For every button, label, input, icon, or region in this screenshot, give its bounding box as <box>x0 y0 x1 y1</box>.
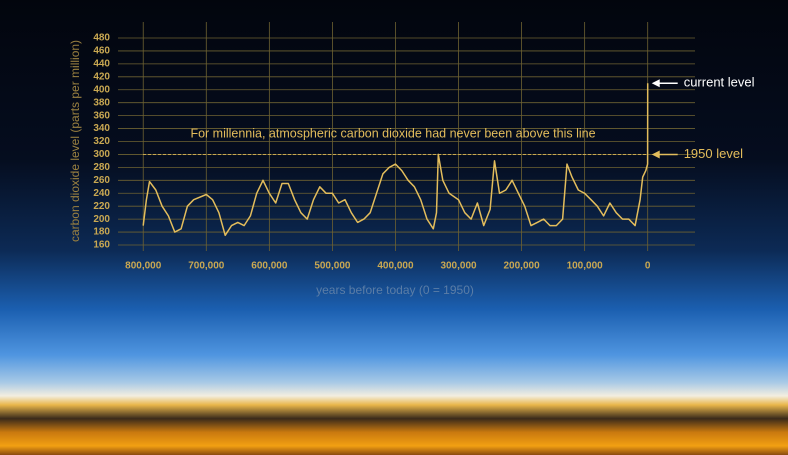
y-tick-label: 280 <box>93 162 110 173</box>
y-tick-label: 220 <box>93 201 110 212</box>
x-tick-label: 0 <box>645 261 651 272</box>
y-tick-label: 460 <box>93 46 110 57</box>
y-tick-label: 440 <box>93 59 110 70</box>
x-tick-label: 200,000 <box>504 261 541 272</box>
y-tick-label: 160 <box>93 240 110 251</box>
y-tick-label: 180 <box>93 227 110 238</box>
y-tick-label: 300 <box>93 149 110 160</box>
x-tick-label: 300,000 <box>440 261 477 272</box>
x-tick-label: 400,000 <box>377 261 414 272</box>
y-tick-label: 240 <box>93 188 110 199</box>
y-tick-label: 340 <box>93 123 110 134</box>
y-tick-label: 200 <box>93 214 110 225</box>
data-line <box>142 83 649 237</box>
arrow-head <box>651 79 660 88</box>
annotation-label: 1950 level <box>684 146 743 161</box>
y-axis-label: carbon dioxide level (parts per million) <box>68 40 82 242</box>
y-tick-label: 380 <box>93 97 110 108</box>
y-tick-label: 400 <box>93 84 110 95</box>
reference-label: For millennia, atmospheric carbon dioxid… <box>190 127 595 141</box>
x-tick-label: 600,000 <box>251 261 288 272</box>
x-axis-label: years before today (0 = 1950) <box>316 283 474 297</box>
y-tick-label: 320 <box>93 136 110 147</box>
y-tick-label: 260 <box>93 175 110 186</box>
y-tick-label: 360 <box>93 110 110 121</box>
x-tick-label: 100,000 <box>567 261 604 272</box>
y-tick-label: 480 <box>93 33 110 44</box>
y-tick-label: 420 <box>93 71 110 82</box>
x-tick-label: 800,000 <box>125 261 162 272</box>
annotation-label: current level <box>684 75 755 90</box>
x-tick-label: 700,000 <box>188 261 225 272</box>
arrow-head <box>651 150 660 159</box>
x-tick-label: 500,000 <box>314 261 351 272</box>
